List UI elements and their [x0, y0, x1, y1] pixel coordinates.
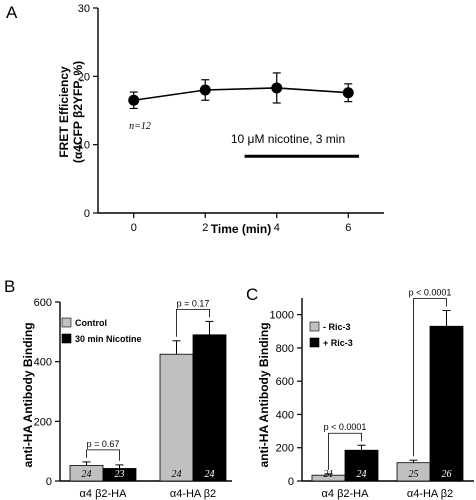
panel-b-legend-swatch — [61, 333, 72, 344]
panel-c-pvalue-bracket — [328, 432, 362, 470]
panel-b-n-label: 24 — [82, 469, 92, 480]
panel-b-label: B — [4, 277, 15, 296]
panel-b-pvalue-bracket — [176, 308, 210, 337]
panel-a-label: A — [6, 3, 18, 22]
panel-a-data-point — [342, 87, 354, 99]
panel-c-category-label: α4 β2-HA — [322, 488, 370, 500]
panel-a-treatment-label: 10 μM nicotine, 3 min — [231, 132, 345, 146]
panel-b-n-label: 24 — [172, 469, 182, 480]
panel-c-legend-swatch — [309, 337, 320, 348]
panel-a-series-line — [133, 87, 349, 102]
panel-a-data-point — [199, 84, 211, 96]
panel-b-category-label: α4-HA β2 — [170, 488, 216, 500]
panel-b-ytick-label: 200 — [34, 416, 52, 428]
panel-a-data-point — [128, 94, 140, 106]
panel-a-xtick-label: 0 — [131, 222, 137, 234]
panel-c-ytick-label: 800 — [276, 343, 294, 355]
panel-c-category-label: α4-HA β2 — [407, 488, 453, 500]
panel-c-bar — [429, 325, 464, 482]
panel-b-legend-swatch — [61, 317, 72, 328]
panel-b-ytick-label: 400 — [34, 357, 52, 369]
panel-b-pvalue-label: p = 0.17 — [177, 298, 210, 308]
panel-a-ytick-label: 30 — [78, 3, 90, 15]
panel-b-ylabel: anti-HA Antibody Binding — [21, 322, 35, 467]
panel-c-n-label: 26 — [442, 469, 452, 480]
panel-b-pvalue-bracket — [86, 449, 120, 461]
panel-b-pvalue-label: p = 0.67 — [87, 439, 120, 449]
panel-b-legend-label: 30 min Nicotine — [75, 334, 142, 344]
panel-b-legend-label: Control — [75, 318, 107, 328]
panel-b: B anti-HA Antibody Binding 0 200 400 600 24 2… — [4, 277, 232, 500]
panel-a-data-point — [271, 82, 283, 94]
panel-c-ytick-label: 200 — [276, 443, 294, 455]
panel-a-ylabel-line1: FRET Efficiency — [57, 66, 71, 158]
panel-c-ytick-label: 0 — [288, 476, 294, 488]
panel-c-legend-label: - Ric-3 — [323, 322, 351, 332]
panel-c-legend-label: + Ric-3 — [323, 338, 353, 348]
panel-a-xlabel: Time (min) — [211, 222, 271, 236]
panel-b-n-label: 24 — [205, 469, 215, 480]
panel-c-pvalue-label: p < 0.0001 — [409, 287, 452, 297]
panel-c-ytick-label: 600 — [276, 376, 294, 388]
panel-c-n-label: 24 — [357, 469, 367, 480]
panel-c-ylabel: anti-HA Antibody Binding — [257, 322, 271, 467]
panel-a-xtick-label: 2 — [202, 222, 208, 234]
panel-a-xtick-label: 4 — [274, 222, 280, 234]
panel-c-ytick-label: 400 — [276, 409, 294, 421]
panel-a-xtick-label: 6 — [345, 222, 351, 234]
panel-c-label: C — [246, 285, 258, 304]
panel-c-legend-swatch — [309, 321, 320, 332]
panel-b-bar — [192, 334, 227, 482]
panel-b-category-label: α4 β2-HA — [80, 488, 128, 500]
panel-c-ytick-label: 1000 — [270, 310, 294, 322]
panel-c-pvalue-label: p < 0.0001 — [324, 422, 367, 432]
panel-a-ytick-label: 10 — [78, 140, 90, 152]
panel-b-ytick-label: 0 — [46, 476, 52, 488]
panel-c-pvalue-bracket — [413, 298, 447, 457]
panel-a-ytick-label: 0 — [84, 208, 90, 220]
panel-c-n-label: 21 — [324, 469, 334, 480]
panel-a-n-label: n=12 — [129, 121, 151, 132]
panel-a: A Time (min) FRET Efficiency (α4CFP β2YF… — [6, 3, 384, 236]
panel-a-ylabel-line2: (α4CFP β2YFP, %) — [71, 61, 85, 163]
panel-b-ytick-label: 600 — [34, 297, 52, 309]
panel-c-n-label: 25 — [409, 469, 419, 480]
panel-b-n-label: 23 — [115, 469, 125, 480]
panel-b-bar — [159, 353, 194, 482]
panel-c: C anti-HA Antibody Binding 0 200 400 600 800… — [246, 285, 474, 500]
panel-a-ytick-label: 20 — [78, 71, 90, 83]
